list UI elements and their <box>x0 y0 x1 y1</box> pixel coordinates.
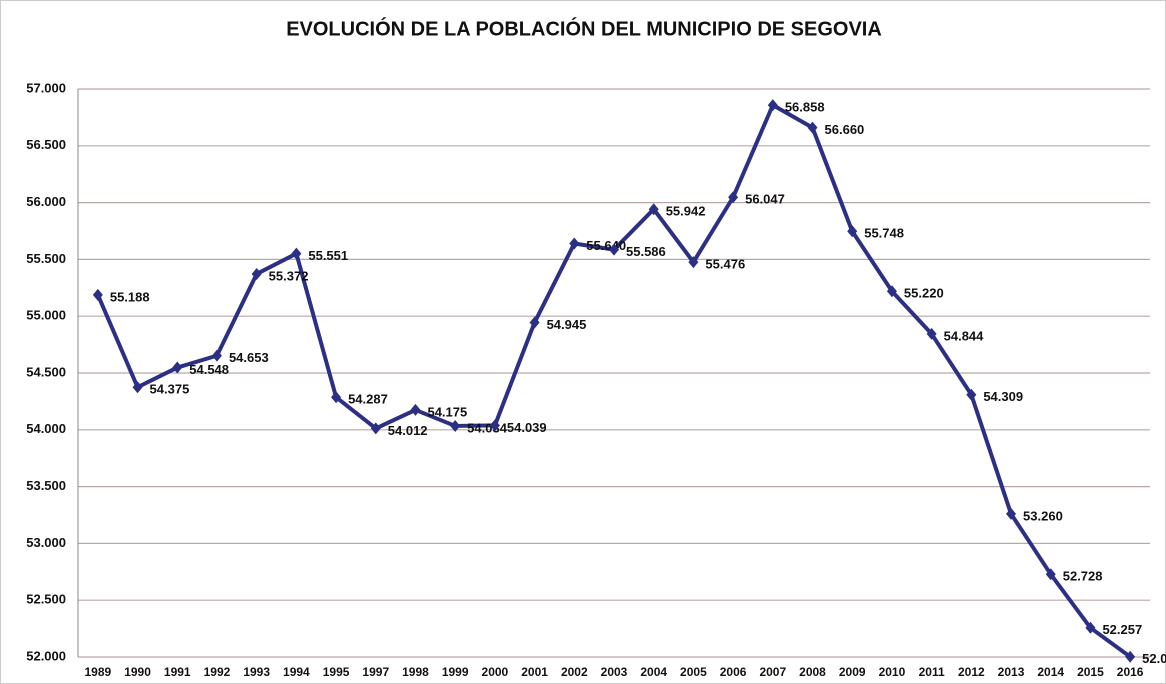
data-point <box>767 99 778 112</box>
data-point <box>1125 650 1136 663</box>
data-point <box>410 403 421 416</box>
x-tick-label: 2007 <box>759 665 786 679</box>
y-tick-label: 53.000 <box>26 535 66 550</box>
y-tick-label: 52.000 <box>26 648 66 663</box>
data-point <box>331 391 342 404</box>
data-label: 54.945 <box>547 317 587 332</box>
x-tick-label: 1997 <box>362 665 389 679</box>
data-label: 54.548 <box>189 362 229 377</box>
y-tick-label: 56.000 <box>26 194 66 209</box>
y-tick-label: 55.000 <box>26 308 66 323</box>
data-label: 55.748 <box>864 226 904 241</box>
x-tick-label: 1998 <box>402 665 429 679</box>
x-tick-label: 2012 <box>958 665 985 679</box>
data-label: 55.372 <box>269 268 309 283</box>
data-label: 53.260 <box>1023 508 1063 523</box>
data-point <box>489 419 500 432</box>
data-point <box>92 288 103 301</box>
data-point <box>648 203 659 216</box>
x-tick-label: 2010 <box>879 665 906 679</box>
data-point <box>211 349 222 362</box>
data-point <box>847 225 858 238</box>
x-tick-label: 2016 <box>1117 665 1144 679</box>
x-tick-label: 2011 <box>919 665 945 679</box>
data-point <box>926 327 937 340</box>
y-tick-label: 55.500 <box>26 251 66 266</box>
data-label: 55.476 <box>705 257 745 272</box>
data-point <box>1006 507 1017 520</box>
data-label: 54.175 <box>427 404 467 419</box>
data-point <box>688 256 699 269</box>
y-tick-label: 54.500 <box>26 364 66 379</box>
x-tick-label: 2005 <box>680 665 707 679</box>
data-point <box>529 316 540 329</box>
x-tick-label: 2001 <box>521 665 548 679</box>
data-label: 54.653 <box>229 350 269 365</box>
data-label: 56.858 <box>785 100 825 115</box>
x-tick-label: 2000 <box>482 665 509 679</box>
x-tick-label: 1990 <box>124 665 151 679</box>
y-tick-label: 52.500 <box>26 592 66 607</box>
data-point <box>609 243 619 256</box>
x-tick-label: 2006 <box>720 665 747 679</box>
x-tick-label: 2003 <box>601 665 628 679</box>
x-tick-label: 1999 <box>442 665 469 679</box>
data-point <box>251 267 262 280</box>
x-tick-label: 2004 <box>640 665 667 679</box>
x-tick-label: 2015 <box>1077 665 1104 679</box>
x-tick-label: 1989 <box>85 665 112 679</box>
x-tick-label: 1994 <box>283 665 310 679</box>
data-point <box>132 381 143 394</box>
data-label: 54.012 <box>388 423 428 438</box>
data-label: 54.287 <box>348 392 388 407</box>
y-tick-label: 53.500 <box>26 478 66 493</box>
data-label: 56.047 <box>745 192 785 207</box>
x-tick-label: 2009 <box>839 665 866 679</box>
x-tick-label: 2014 <box>1037 665 1064 679</box>
data-label: 55.942 <box>666 204 706 219</box>
data-point <box>172 361 183 374</box>
data-label: 54.039 <box>507 420 547 435</box>
x-tick-label: 1993 <box>243 665 270 679</box>
x-tick-label: 2008 <box>799 665 826 679</box>
data-label: 55.220 <box>904 286 944 301</box>
data-label: 55.551 <box>308 248 348 263</box>
data-point <box>291 247 302 260</box>
data-label: 54.844 <box>944 328 985 343</box>
data-label: 54.375 <box>150 382 190 397</box>
data-point <box>966 388 977 401</box>
y-tick-label: 54.000 <box>26 421 66 436</box>
data-label: 55.188 <box>110 289 150 304</box>
data-label: 54.309 <box>983 389 1023 404</box>
data-label: 56.660 <box>825 122 865 137</box>
data-point <box>728 191 739 204</box>
data-label: 52.728 <box>1063 569 1103 584</box>
data-point <box>886 285 897 298</box>
y-tick-label: 57.000 <box>26 80 66 95</box>
data-point <box>569 237 580 250</box>
data-point <box>450 419 461 432</box>
x-tick-label: 1992 <box>204 665 231 679</box>
x-tick-label: 1991 <box>164 665 191 679</box>
x-tick-label: 2013 <box>998 665 1025 679</box>
data-point <box>807 121 818 134</box>
y-tick-label: 56.500 <box>26 137 66 152</box>
data-label: 52.257 <box>1102 622 1142 637</box>
data-point <box>1085 621 1096 634</box>
data-label: 54.034 <box>467 420 508 435</box>
data-label: 55.640 <box>586 238 626 253</box>
x-tick-label: 1995 <box>323 665 350 679</box>
data-label: 55.586 <box>626 244 666 259</box>
data-label: 52.002 <box>1142 651 1166 666</box>
data-point <box>1045 568 1056 581</box>
data-point <box>370 422 381 435</box>
chart-title: EVOLUCIÓN DE LA POBLACIÓN DEL MUNICIPIO … <box>286 16 882 40</box>
x-tick-label: 2002 <box>561 665 588 679</box>
